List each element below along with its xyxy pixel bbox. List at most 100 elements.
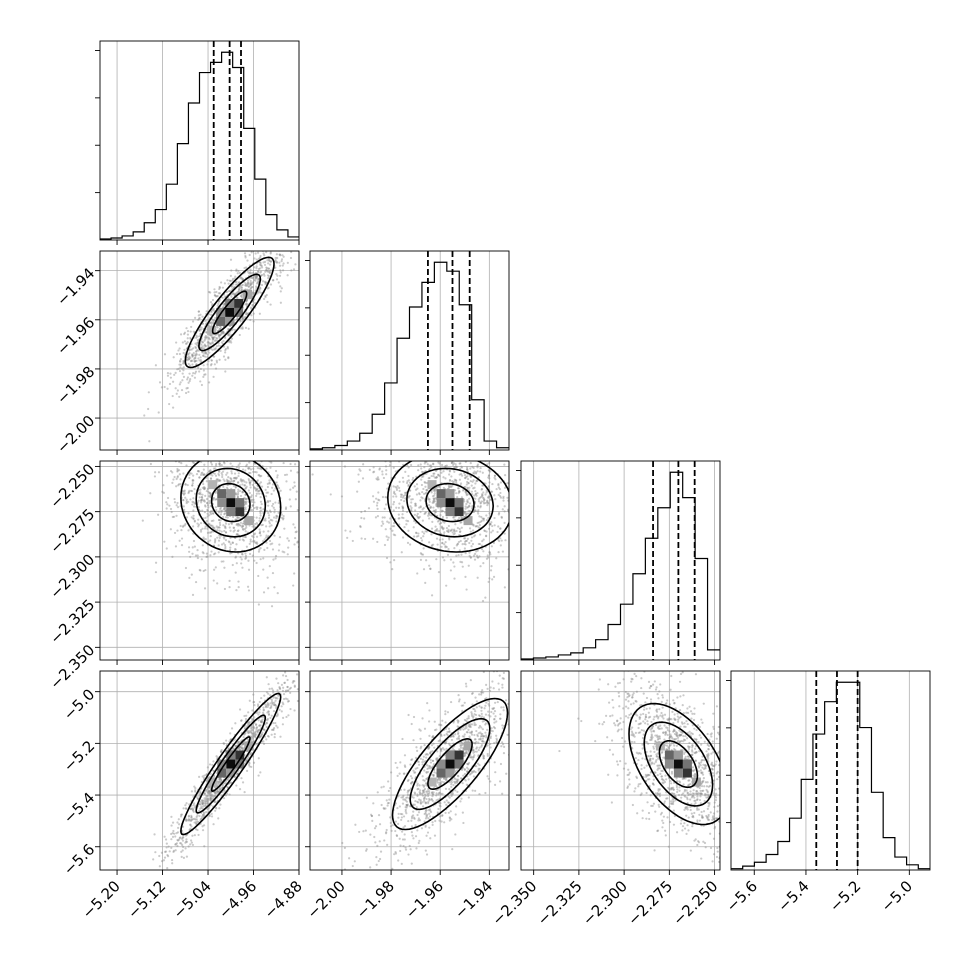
sample-point [194,372,197,375]
sample-point [193,520,196,523]
sample-point [224,782,227,785]
sample-point [259,254,262,258]
sample-point [392,429,394,431]
sample-point [402,423,404,425]
sample-point [465,483,468,486]
sample-point [527,517,529,519]
sample-point [206,355,209,359]
sample-point [192,474,195,477]
sample-point [495,488,498,491]
sample-point [466,506,469,509]
sample-point [274,554,278,558]
sample-point [512,501,514,503]
sample-point [227,290,230,293]
sample-point [472,535,475,538]
sample-point [432,472,435,475]
sample-point [219,506,222,509]
sample-point [422,535,425,538]
sample-point [461,565,464,568]
sample-point [269,303,272,306]
sample-point [192,525,195,528]
sample-point [493,516,496,520]
sample-point [202,369,205,372]
sample-point [393,490,396,493]
sample-point [192,501,195,504]
sample-point [218,328,222,331]
sample-point [196,556,200,560]
sample-point [176,467,179,471]
sample-point [185,498,188,501]
sample-point [257,603,260,606]
sample-point [209,531,213,534]
sample-point [199,522,203,525]
sample-point [250,276,253,280]
sample-point [188,352,191,355]
sample-point [540,558,542,560]
sample-point [178,347,181,350]
sample-point [241,483,244,486]
sample-point [394,485,397,489]
sample-point [456,495,459,499]
sample-point [272,691,275,694]
sample-point [211,512,215,515]
density-cell [445,489,455,499]
sample-point [226,792,229,795]
sample-point [286,678,289,682]
sample-point [294,244,296,246]
sample-point [438,462,441,465]
sample-point [499,481,503,484]
sample-point [455,492,458,495]
sample-point [491,482,494,486]
sample-point [269,260,272,263]
sample-point [253,716,256,719]
sample-point [435,528,439,531]
sample-point [443,559,446,562]
sample-point [254,723,258,726]
sample-point [224,337,227,340]
sample-point [263,703,267,706]
sample-point [438,522,441,525]
sample-point [190,825,193,828]
sample-point [217,782,221,785]
sample-point [465,454,467,456]
sample-point [383,516,386,519]
sample-point [244,530,247,533]
sample-point [419,505,422,508]
sample-point [191,503,194,506]
sample-point [251,500,254,504]
sample-point [424,461,427,464]
sample-point [236,317,239,320]
sample-point [201,775,204,778]
sample-point [249,287,253,290]
sample-point [267,267,271,270]
sample-point [204,538,207,541]
sample-point [180,842,183,845]
sample-point [191,546,194,549]
sample-point [182,375,186,379]
sample-point [203,792,207,795]
sample-point [246,279,250,282]
sample-point [192,818,195,821]
sample-point [265,541,268,544]
sample-point [212,355,216,358]
sample-point [232,479,236,482]
sample-point [283,551,286,554]
sample-point [268,482,271,485]
sample-point [290,652,292,654]
sample-point [212,336,215,339]
sample-point [377,567,379,569]
sample-point [235,562,238,565]
sample-point [236,529,239,533]
sample-point [251,535,254,538]
sample-point [467,455,469,457]
sample-point [181,367,184,370]
sample-point [255,733,258,736]
sample-point [211,338,214,342]
sample-point [266,546,269,550]
sample-point [468,541,471,545]
sample-point [209,510,213,513]
sample-point [201,815,204,818]
sample-point [247,489,250,492]
sample-point [177,484,180,487]
sample-point [206,363,209,366]
